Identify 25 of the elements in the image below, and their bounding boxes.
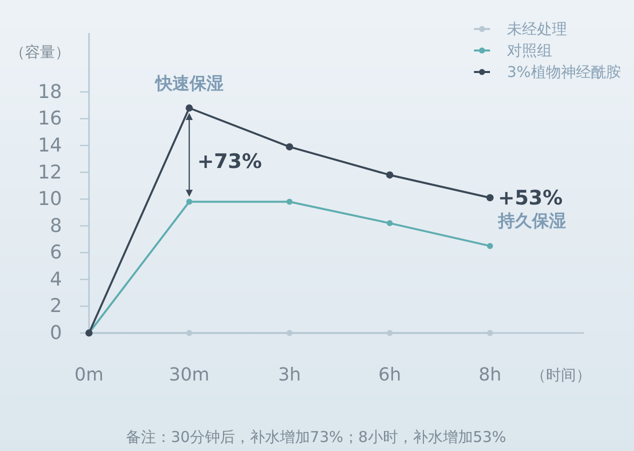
x-tick-label: 0m <box>74 364 104 386</box>
y-tick-label: 8 <box>50 214 62 237</box>
text: 备注：30分钟后，补水增加73%；8小时，补水增加53% <box>126 428 506 446</box>
y-tick-label: 18 <box>38 80 62 103</box>
y-tick-label: 14 <box>38 134 62 156</box>
y-tick-label: 0 <box>50 322 62 344</box>
legend-label: 对照组 <box>507 42 552 60</box>
y-tick-label: 2 <box>50 295 62 318</box>
y-tick-label: 4 <box>50 268 62 290</box>
annotation: 快速保湿 <box>154 74 224 94</box>
legend-label: 未经处理 <box>507 20 567 38</box>
y-tick-label: 12 <box>38 161 62 184</box>
y-tick-label: 10 <box>38 188 62 210</box>
x-tick-label: 8h <box>478 364 502 386</box>
x-axis-title: （时间） <box>531 366 591 384</box>
legend-label: 3%植物神经酰胺 <box>507 63 621 81</box>
annotation: +53% <box>498 186 563 210</box>
y-tick-label: 16 <box>38 108 62 130</box>
x-tick-label: 6h <box>378 364 402 386</box>
y-tick-label: 6 <box>50 242 62 264</box>
y-axis-title: （容量） <box>10 43 70 61</box>
annotation: +73% <box>197 148 262 173</box>
x-tick-label: 30m <box>169 364 210 386</box>
annotation: 持久保湿 <box>497 212 566 232</box>
x-tick-label: 3h <box>278 364 301 386</box>
